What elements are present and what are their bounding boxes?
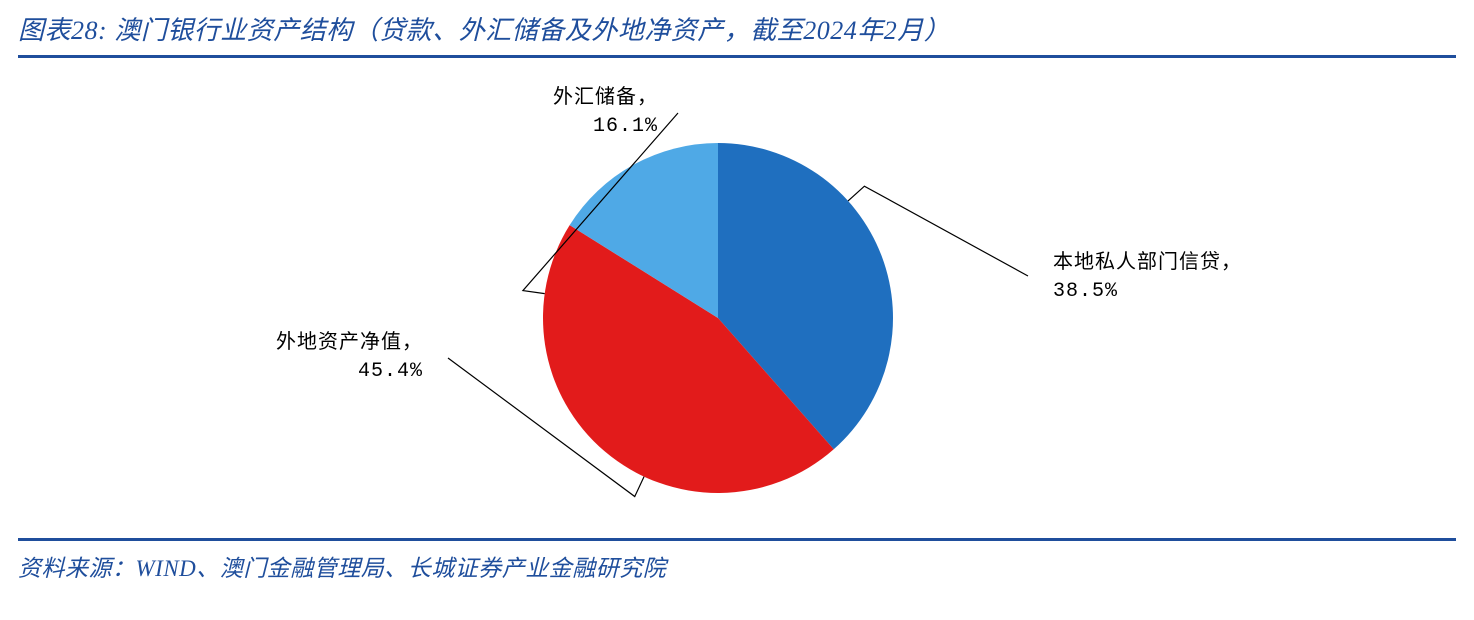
slice-label-2-line1: 外汇储备，	[553, 85, 658, 108]
source-rest: 、澳门金融管理局、长城证券产业金融研究院	[196, 556, 666, 581]
title-month: 2	[884, 16, 898, 45]
title-body-end: 月）	[897, 16, 950, 45]
title-body-1: 澳门银行业资产结构（贷款、外汇储备及外地净资产，截至	[114, 16, 803, 45]
slice-label-0-line1: 本地私人部门信贷，	[1053, 250, 1242, 273]
slice-label-0-line2: 38.5%	[1053, 280, 1118, 303]
title-prefix: 图表	[18, 16, 71, 45]
chart-area: 本地私人部门信贷， 38.5% 外地资产净值， 45.4% 外汇储备， 16.1%	[18, 58, 1456, 538]
title-number: 28	[71, 16, 98, 45]
slice-label-2-line2: 16.1%	[593, 115, 658, 138]
slice-label-1-line2: 45.4%	[358, 360, 423, 383]
source-rule	[18, 538, 1456, 541]
chart-title: 图表28: 澳门银行业资产结构（贷款、外汇储备及外地净资产，截至2024年2月）	[18, 8, 1456, 53]
title-sep: :	[98, 16, 107, 45]
source-line: 资料来源：WIND、澳门金融管理局、长城证券产业金融研究院	[18, 543, 1456, 589]
pie-chart: 本地私人部门信贷， 38.5% 外地资产净值， 45.4% 外汇储备， 16.1%	[18, 58, 1456, 538]
title-body-mid: 年	[857, 16, 884, 45]
source-wind: WIND	[136, 556, 197, 581]
source-label: 资料来源：	[18, 556, 136, 581]
slice-label-1-line1: 外地资产净值，	[276, 330, 423, 353]
title-year: 2024	[803, 16, 857, 45]
